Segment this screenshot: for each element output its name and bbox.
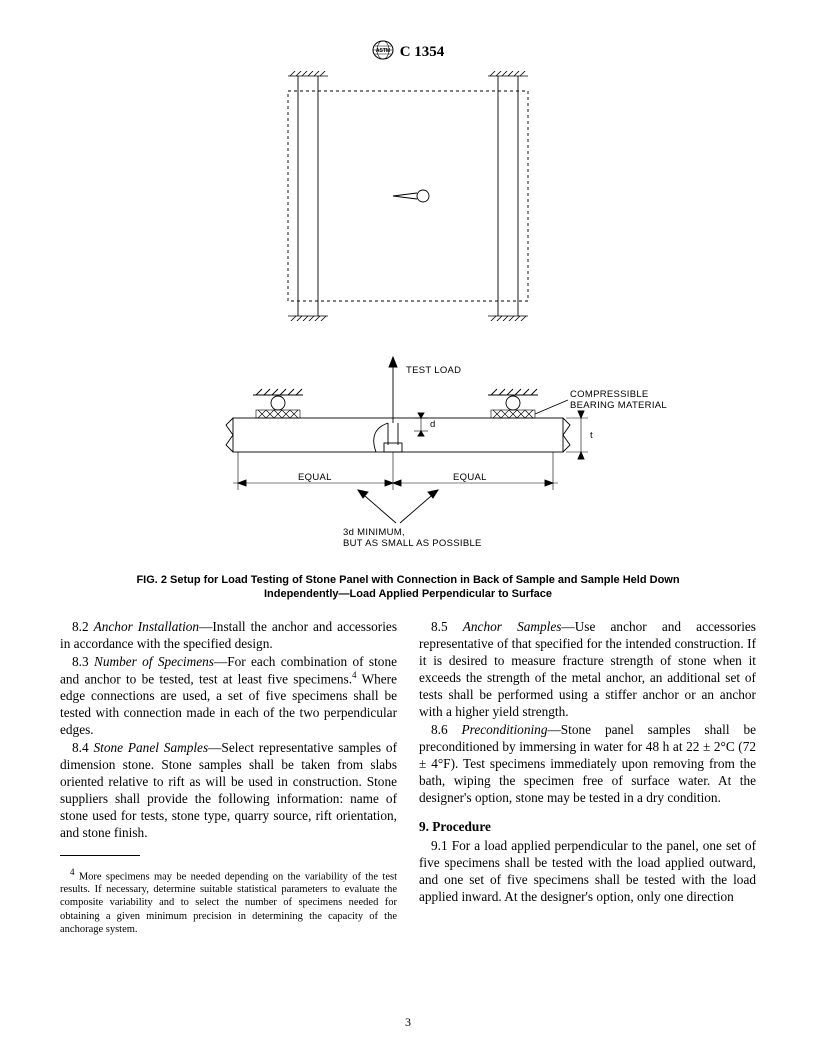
para-8-3: 8.3 Number of Specimens—For each combina…: [60, 653, 397, 739]
section-9-heading: 9. Procedure: [419, 818, 756, 835]
figure-top-view: [60, 71, 756, 325]
page-header: ASTM C 1354: [60, 40, 756, 65]
t-label: t: [590, 430, 593, 441]
para-8-2: 8.2 Anchor Installation—Install the anch…: [60, 618, 397, 652]
footnote-separator: [60, 855, 140, 856]
left-column: 8.2 Anchor Installation—Install the anch…: [60, 618, 397, 947]
para-8-4: 8.4 Stone Panel Samples—Select represent…: [60, 739, 397, 841]
min-note-2: BUT AS SMALL AS POSSIBLE: [343, 538, 482, 549]
equal-right-label: EQUAL: [453, 472, 487, 483]
d-label: d: [430, 419, 436, 430]
astm-logo-icon: ASTM: [372, 40, 394, 65]
para-8-5: 8.5 Anchor Samples—Use anchor and access…: [419, 618, 756, 720]
bearing-label-2: BEARING MATERIAL: [570, 400, 667, 411]
figure-caption: FIG. 2 Setup for Load Testing of Stone P…: [100, 573, 716, 602]
figure-side-view: TEST LOAD: [60, 355, 756, 569]
bearing-label-1: COMPRESSIBLE: [570, 389, 649, 400]
equal-left-label: EQUAL: [298, 472, 332, 483]
svg-text:ASTM: ASTM: [376, 48, 390, 54]
para-9-1: 9.1 For a load applied perpendicular to …: [419, 837, 756, 905]
designation-label: C 1354: [400, 44, 445, 61]
footnote-4: 4 More specimens may be needed depending…: [60, 867, 397, 936]
para-8-6: 8.6 Preconditioning—Stone panel samples …: [419, 721, 756, 806]
page-number: 3: [0, 1015, 816, 1030]
min-note-1: 3d MINIMUM,: [343, 527, 405, 538]
body-columns: 8.2 Anchor Installation—Install the anch…: [60, 618, 756, 947]
test-load-label: TEST LOAD: [406, 365, 461, 376]
right-column: 8.5 Anchor Samples—Use anchor and access…: [419, 618, 756, 947]
